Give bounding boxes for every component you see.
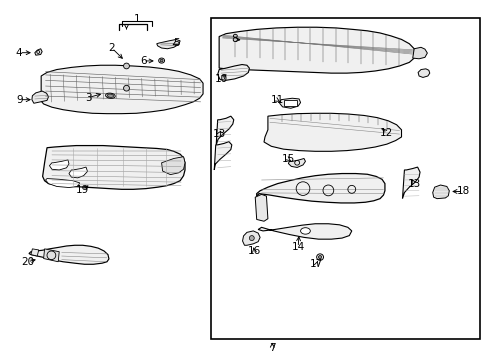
- Polygon shape: [161, 157, 184, 175]
- Polygon shape: [279, 98, 300, 108]
- Polygon shape: [417, 69, 429, 77]
- Text: 20: 20: [21, 257, 34, 267]
- Ellipse shape: [105, 93, 115, 98]
- Polygon shape: [256, 174, 384, 203]
- Ellipse shape: [158, 58, 164, 63]
- Text: 15: 15: [281, 154, 294, 164]
- Polygon shape: [31, 249, 39, 256]
- Ellipse shape: [123, 85, 129, 91]
- Polygon shape: [29, 245, 109, 264]
- Polygon shape: [242, 231, 260, 245]
- Polygon shape: [217, 64, 249, 80]
- Text: 13: 13: [407, 179, 420, 189]
- Text: 18: 18: [455, 186, 468, 197]
- Text: 14: 14: [291, 242, 304, 252]
- Polygon shape: [49, 160, 69, 170]
- Text: 16: 16: [247, 246, 260, 256]
- Ellipse shape: [123, 63, 129, 69]
- Polygon shape: [214, 141, 231, 170]
- Polygon shape: [42, 145, 184, 189]
- Polygon shape: [32, 91, 48, 103]
- Polygon shape: [216, 116, 233, 145]
- Polygon shape: [288, 158, 305, 167]
- Ellipse shape: [160, 59, 163, 62]
- Polygon shape: [157, 40, 180, 49]
- Text: 7: 7: [268, 343, 275, 353]
- Polygon shape: [402, 167, 419, 199]
- Text: 2: 2: [108, 43, 115, 53]
- Polygon shape: [255, 194, 267, 221]
- Text: 12: 12: [380, 129, 393, 138]
- Text: 6: 6: [140, 56, 146, 66]
- Bar: [283, 100, 297, 106]
- Ellipse shape: [318, 256, 321, 259]
- Ellipse shape: [316, 254, 323, 260]
- Polygon shape: [432, 185, 448, 199]
- Text: 9: 9: [16, 95, 22, 105]
- Text: 8: 8: [231, 35, 238, 44]
- Text: 19: 19: [76, 185, 89, 195]
- Polygon shape: [264, 113, 401, 151]
- Text: 1: 1: [134, 14, 140, 24]
- Text: 3: 3: [85, 93, 92, 103]
- Ellipse shape: [300, 228, 310, 234]
- Polygon shape: [45, 179, 80, 188]
- Polygon shape: [41, 65, 203, 114]
- Text: 5: 5: [173, 38, 179, 48]
- Ellipse shape: [249, 235, 254, 240]
- Polygon shape: [43, 249, 59, 262]
- Text: 13: 13: [212, 129, 225, 139]
- Ellipse shape: [107, 94, 113, 98]
- Text: 11: 11: [270, 95, 284, 105]
- Polygon shape: [35, 49, 42, 55]
- Text: 10: 10: [214, 74, 227, 84]
- Text: 17: 17: [309, 259, 323, 269]
- Polygon shape: [69, 167, 87, 178]
- Bar: [211, 18, 479, 338]
- Polygon shape: [412, 47, 427, 59]
- Polygon shape: [219, 27, 413, 73]
- Text: 4: 4: [16, 48, 22, 58]
- Polygon shape: [258, 224, 351, 239]
